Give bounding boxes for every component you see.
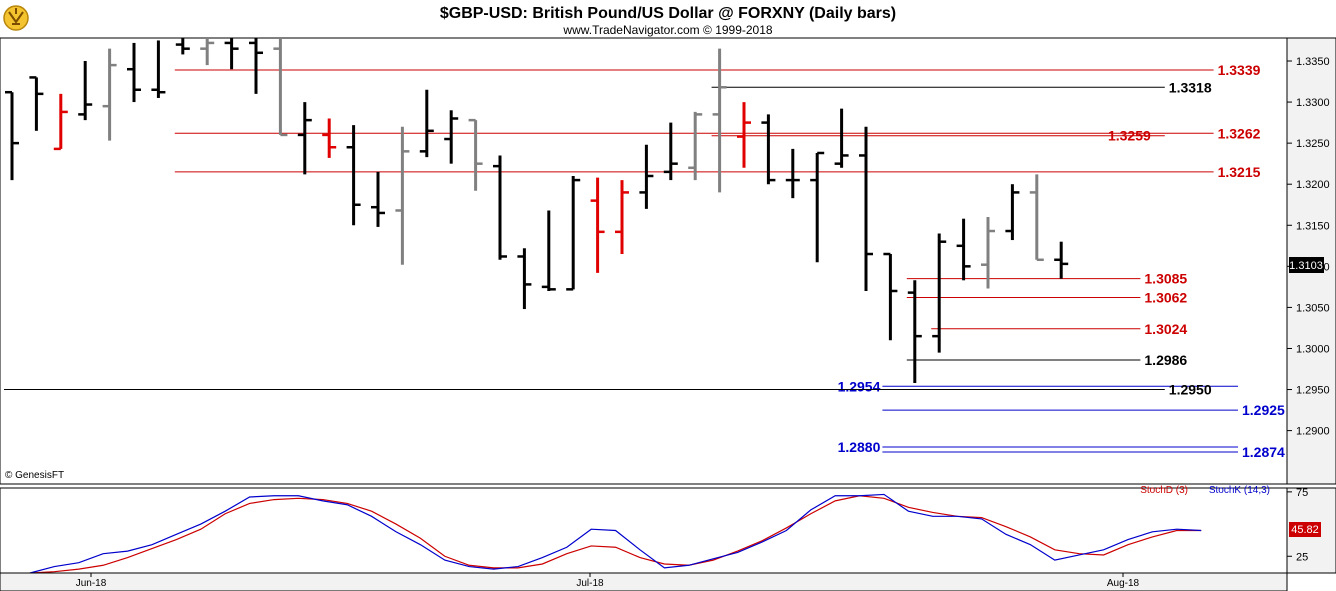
ohlc-bar bbox=[785, 148, 800, 199]
price-tick-label: 1.3200 bbox=[1296, 179, 1330, 191]
ohlc-bar bbox=[395, 126, 410, 265]
ohlc-bar bbox=[175, 38, 190, 55]
ohlc-bar bbox=[810, 151, 825, 263]
level-label: 1.3339 bbox=[1218, 62, 1261, 78]
ohlc-bar bbox=[53, 93, 68, 151]
level-label: 1.2925 bbox=[1242, 402, 1285, 418]
ohlc-bar bbox=[249, 38, 263, 94]
stoch-last-badge: 45.82 bbox=[1289, 522, 1321, 537]
ohlc-bar bbox=[151, 40, 166, 98]
ohlc-bar bbox=[346, 125, 361, 226]
price-tick-label: 1.3300 bbox=[1296, 97, 1330, 109]
ohlc-bar bbox=[981, 217, 995, 289]
ohlc-bar bbox=[371, 171, 385, 227]
ohlc-bar bbox=[541, 210, 556, 291]
ohlc-bar bbox=[615, 180, 629, 255]
level-label: 1.3085 bbox=[1144, 271, 1187, 287]
level-label: 1.3215 bbox=[1218, 164, 1261, 180]
ohlc-bar bbox=[1005, 184, 1020, 241]
stoch-tick-label: 75 bbox=[1296, 487, 1308, 499]
stochastic-pane bbox=[0, 487, 1288, 574]
trade-navigator-logo-icon bbox=[3, 5, 29, 31]
legend-stochd: StochD (3) bbox=[1140, 485, 1188, 496]
ohlc-bar bbox=[1029, 174, 1044, 262]
ohlc-bar bbox=[590, 177, 605, 273]
ohlc-bar bbox=[517, 248, 532, 310]
level-label: 1.2950 bbox=[1169, 382, 1212, 398]
time-axis-ticks: Jun-18 Jul-18 Aug-18 bbox=[76, 573, 1140, 589]
price-tick-label: 1.3250 bbox=[1296, 138, 1330, 150]
price-pane bbox=[0, 37, 1288, 485]
price-tick-label: 1.2950 bbox=[1296, 385, 1330, 397]
level-label: 1.3062 bbox=[1144, 290, 1187, 306]
price-tick-label: 1.3050 bbox=[1296, 302, 1330, 314]
ohlc-bar bbox=[907, 280, 922, 383]
level-label: 1.2874 bbox=[1242, 444, 1285, 460]
level-label: 1.3262 bbox=[1218, 125, 1261, 141]
chart-subtitle: www.TradeNavigator.com © 1999-2018 bbox=[562, 23, 772, 37]
genesis-watermark: © GenesisFT bbox=[5, 470, 64, 481]
ohlc-bar bbox=[688, 111, 703, 181]
ohlc-bar bbox=[663, 122, 678, 181]
ohlc-bar bbox=[224, 38, 239, 70]
ohlc-bar bbox=[468, 118, 483, 191]
stochastic-lines bbox=[29, 493, 1202, 574]
stochd-line bbox=[29, 495, 1202, 574]
level-label: 1.3318 bbox=[1169, 79, 1212, 95]
ohlc-bar bbox=[566, 175, 581, 291]
ohlc-bar bbox=[761, 114, 776, 185]
ohlc-bar bbox=[322, 118, 337, 158]
price-tick-label: 1.3000 bbox=[1296, 343, 1330, 355]
ohlc-bar bbox=[932, 233, 947, 353]
stoch-tick-label: 25 bbox=[1296, 551, 1308, 563]
price-tick-label: 1.3150 bbox=[1296, 220, 1330, 232]
ohlc-bar bbox=[273, 38, 288, 137]
level-label: 1.2986 bbox=[1144, 352, 1187, 368]
ohlc-bar bbox=[127, 42, 141, 103]
stochastic-axis-ticks: 75 25 bbox=[1287, 487, 1308, 563]
time-axis-panel bbox=[0, 572, 1288, 591]
ohlc-bar bbox=[712, 48, 727, 193]
stoch-last-value: 45.82 bbox=[1291, 524, 1319, 536]
ohlc-bar bbox=[834, 108, 849, 168]
ohlc-bar bbox=[78, 60, 93, 121]
chart-title: $GBP-USD: British Pound/US Dollar @ FORX… bbox=[440, 5, 896, 22]
legend-stochk: StochK (14,3) bbox=[1209, 485, 1270, 496]
time-tick-label: Aug-18 bbox=[1107, 578, 1140, 589]
ohlc-bars bbox=[5, 38, 1069, 383]
ohlc-bar bbox=[639, 144, 654, 209]
level-label: 1.2954 bbox=[838, 378, 881, 394]
ohlc-bar bbox=[419, 89, 434, 158]
ohlc-bar bbox=[29, 76, 44, 131]
ohlc-bar bbox=[859, 126, 873, 291]
stochk-line bbox=[29, 493, 1202, 574]
ohlc-bar bbox=[102, 48, 117, 141]
price-tick-label: 1.3350 bbox=[1296, 56, 1330, 68]
ohlc-bar bbox=[1054, 241, 1069, 279]
ohlc-bar bbox=[493, 155, 507, 260]
time-tick-label: Jun-18 bbox=[76, 578, 107, 589]
ohlc-bar bbox=[5, 90, 19, 181]
ohlc-bar bbox=[883, 252, 898, 341]
level-label: 1.3259 bbox=[1108, 128, 1151, 144]
last-price-badge: 1.3103 bbox=[1289, 257, 1324, 273]
level-label: 1.3024 bbox=[1144, 321, 1187, 337]
ohlc-bar bbox=[737, 102, 751, 168]
time-tick-label: Jul-18 bbox=[576, 578, 604, 589]
price-tick-label: 1.2900 bbox=[1296, 426, 1330, 438]
ohlc-bar bbox=[956, 218, 971, 281]
ohlc-bar bbox=[444, 110, 459, 164]
last-price-value: 1.3103 bbox=[1289, 260, 1323, 272]
ohlc-bar bbox=[297, 102, 312, 175]
ohlc-bar bbox=[200, 38, 215, 66]
level-label: 1.2880 bbox=[838, 439, 881, 455]
